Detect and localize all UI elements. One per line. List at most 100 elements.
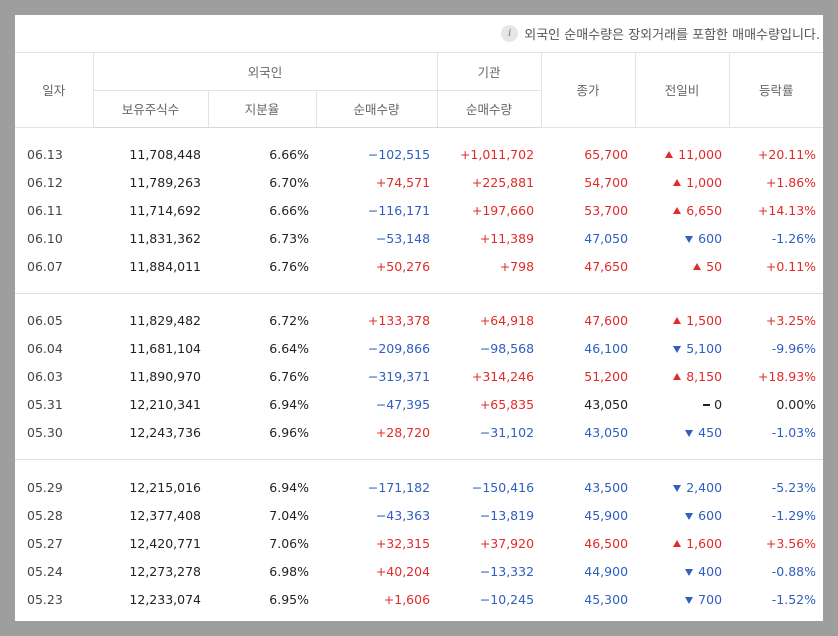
table-row: 06.04 11,681,104 6.64% −209,866 −98,568 46,10… — [15, 335, 823, 363]
change-value: 6,650 — [686, 202, 723, 218]
cell-date: 06.11 — [27, 202, 63, 218]
cell-date: 05.27 — [27, 535, 63, 551]
up-triangle-icon — [673, 373, 682, 380]
change-value: 0 — [714, 397, 723, 412]
cell-ratio: 6.76% — [269, 258, 309, 274]
cell-date: 06.10 — [27, 230, 63, 246]
table-row: 05.30 12,243,736 6.96% +28,720 −31,102 43,050… — [15, 419, 823, 447]
header-ratio: 지분율 — [207, 90, 316, 128]
cell-change: 1,000 — [635, 168, 729, 196]
cell-change: 6,650 — [635, 196, 729, 224]
flat-dash-icon — [703, 404, 711, 406]
cell-holdings: 11,829,482 — [129, 313, 201, 328]
table-row: 05.29 12,215,016 6.94% −171,182 −150,416 43,5… — [15, 473, 823, 501]
cell-change: 11,000 — [635, 140, 729, 168]
cell-close: 47,650 — [584, 258, 629, 274]
change-value: 50 — [706, 258, 723, 274]
cell-rate: -5.23% — [771, 479, 817, 495]
table-row: 05.28 12,377,408 7.04% −43,363 −13,819 45,900… — [15, 501, 823, 529]
header-foreign-net: 순매수량 — [315, 90, 438, 128]
cell-foreign-net: +74,571 — [375, 174, 431, 190]
cell-change: 600 — [635, 224, 729, 252]
cell-holdings: 12,210,341 — [129, 397, 201, 412]
cell-change: 2,400 — [635, 473, 729, 501]
cell-close: 45,900 — [584, 507, 629, 523]
cell-foreign-net: +40,204 — [375, 563, 431, 579]
cell-rate: +0.11% — [765, 258, 817, 274]
group-separator — [15, 292, 823, 294]
header-close: 종가 — [540, 53, 636, 128]
change-value: 1,600 — [686, 535, 723, 551]
cell-ratio: 6.72% — [269, 313, 309, 328]
table-row: 06.11 11,714,692 6.66% −116,171 +197,660 53,7… — [15, 196, 823, 224]
cell-holdings: 12,243,736 — [129, 425, 201, 440]
up-triangle-icon — [673, 539, 682, 547]
up-triangle-icon — [693, 262, 702, 270]
cell-inst-net: −31,102 — [479, 425, 535, 440]
cell-ratio: 6.95% — [269, 591, 309, 607]
cell-ratio: 6.98% — [269, 563, 309, 579]
cell-holdings: 12,273,278 — [129, 563, 201, 579]
change-value: 400 — [698, 563, 723, 579]
cell-inst-net: +197,660 — [471, 202, 535, 218]
cell-foreign-net: +133,378 — [367, 313, 431, 328]
up-triangle-icon — [673, 206, 682, 214]
cell-foreign-net: +50,276 — [375, 258, 431, 274]
cell-ratio: 6.94% — [269, 479, 309, 495]
table-row: 05.24 12,273,278 6.98% +40,204 −13,332 44,900… — [15, 557, 823, 585]
cell-holdings: 11,831,362 — [129, 230, 201, 246]
cell-date: 06.07 — [27, 258, 63, 274]
group-spacer — [15, 127, 823, 140]
header-holdings: 보유주식수 — [92, 90, 208, 128]
notice-text: 외국인 순매수량은 장외거래를 포함한 매매수량입니다. — [524, 28, 820, 43]
cell-inst-net: −13,819 — [479, 507, 535, 523]
cell-holdings: 11,890,970 — [129, 369, 201, 384]
cell-close: 54,700 — [584, 174, 629, 190]
down-triangle-icon — [685, 430, 694, 437]
group-separator — [15, 459, 823, 460]
down-triangle-icon — [673, 484, 682, 492]
cell-date: 06.12 — [27, 174, 63, 190]
cell-change: 1,500 — [635, 307, 729, 335]
cell-close: 46,500 — [584, 535, 629, 551]
table-row: 05.31 12,210,341 6.94% −47,395 +65,835 43,050… — [15, 391, 823, 419]
table-row: 05.23 12,233,074 6.95% +1,606 −10,245 45,300 7… — [15, 585, 823, 613]
cell-inst-net: −98,568 — [479, 341, 535, 356]
cell-close: 47,600 — [584, 313, 629, 328]
down-triangle-icon — [673, 346, 682, 353]
cell-ratio: 6.70% — [269, 174, 309, 190]
header-change: 전일비 — [634, 53, 730, 128]
cell-date: 05.31 — [27, 397, 63, 412]
cell-date: 05.28 — [27, 507, 63, 523]
change-value: 5,100 — [686, 341, 723, 356]
cell-rate: 0.00% — [776, 397, 817, 412]
cell-foreign-net: +32,315 — [375, 535, 431, 551]
header-inst-net: 순매수량 — [436, 90, 542, 128]
info-icon[interactable]: i — [501, 25, 519, 42]
table-body: 06.13 11,708,448 6.66% −102,515 +1,011,702 65… — [15, 127, 823, 621]
cell-holdings: 11,681,104 — [129, 341, 201, 356]
change-value: 1,500 — [686, 313, 723, 328]
cell-holdings: 12,377,408 — [129, 507, 201, 523]
header-institution: 기관 — [436, 53, 542, 91]
cell-date: 06.05 — [27, 313, 63, 328]
change-value: 2,400 — [686, 479, 723, 495]
table-row: 06.12 11,789,263 6.70% +74,571 +225,881 54,70… — [15, 168, 823, 196]
cell-close: 65,700 — [584, 146, 629, 162]
cell-ratio: 7.06% — [269, 535, 309, 551]
cell-rate: +20.11% — [757, 146, 817, 162]
cell-foreign-net: −171,182 — [367, 479, 431, 495]
cell-holdings: 11,714,692 — [129, 202, 201, 218]
cell-ratio: 6.76% — [269, 369, 309, 384]
cell-holdings: 11,708,448 — [129, 146, 201, 162]
cell-rate: -9.96% — [771, 341, 817, 356]
group-spacer — [15, 613, 823, 621]
cell-rate: +1.86% — [765, 174, 817, 190]
cell-foreign-net: −116,171 — [367, 202, 431, 218]
cell-ratio: 7.04% — [269, 507, 309, 523]
cell-inst-net: +64,918 — [479, 313, 535, 328]
cell-holdings: 11,884,011 — [129, 258, 201, 274]
table-row: 06.13 11,708,448 6.66% −102,515 +1,011,702 65… — [15, 140, 823, 168]
cell-date: 05.29 — [27, 479, 63, 495]
cell-close: 51,200 — [584, 369, 629, 384]
